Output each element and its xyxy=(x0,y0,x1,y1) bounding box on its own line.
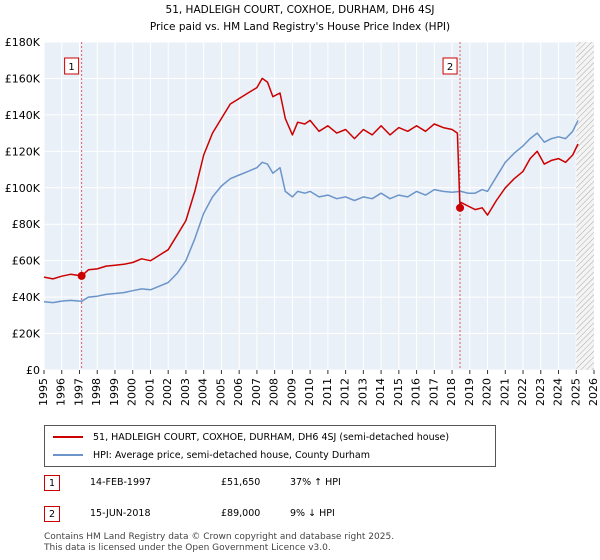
x-tick-label: 1999 xyxy=(108,378,121,406)
x-tick-label: 2002 xyxy=(161,378,174,406)
x-tick-label: 2017 xyxy=(427,378,440,406)
y-tick-label: £60K xyxy=(12,255,41,268)
transaction-hpi: 9% ↓ HPI xyxy=(290,508,335,519)
chart-title: 51, HADLEIGH COURT, COXHOE, DURHAM, DH6 … xyxy=(166,4,435,16)
x-tick-label: 2025 xyxy=(569,378,582,406)
legend-swatch-property xyxy=(53,436,83,438)
x-tick-label: 1996 xyxy=(55,378,68,406)
legend-item-hpi: HPI: Average price, semi-detached house,… xyxy=(53,446,370,464)
x-tick-label: 2001 xyxy=(143,378,156,406)
y-tick-label: £40K xyxy=(12,291,41,304)
footer: Contains HM Land Registry data © Crown c… xyxy=(44,532,394,554)
series-line xyxy=(43,120,579,304)
series-line xyxy=(43,77,579,280)
price-chart: 51, HADLEIGH COURT, COXHOE, DURHAM, DH6 … xyxy=(5,4,600,406)
x-tick-label: 2026 xyxy=(587,378,600,406)
chart-subtitle: Price paid vs. HM Land Registry's House … xyxy=(150,21,450,33)
y-tick-label: £100K xyxy=(5,182,41,195)
x-tick-label: 2013 xyxy=(356,378,369,406)
annotation-box xyxy=(442,57,458,75)
x-axis: 1995 1996 1997 1998 1999 2000 2001 2002 2003 2004… xyxy=(37,370,600,406)
y-tick-label: £0 xyxy=(26,364,40,377)
x-tick-label: 2003 xyxy=(179,378,192,406)
x-tick-label: 1998 xyxy=(90,378,103,406)
transaction-hpi: 37% ↑ HPI xyxy=(290,477,341,488)
x-tick-label: 2024 xyxy=(552,378,565,406)
transaction-badge: 1 xyxy=(44,475,60,491)
annotation-label: 1 xyxy=(68,62,74,73)
transaction-price: £89,000 xyxy=(221,508,261,519)
x-tick-label: 2019 xyxy=(463,378,476,406)
x-tick-label: 2000 xyxy=(126,378,139,406)
y-tick-label: £120K xyxy=(5,145,41,158)
footer-line-1: Contains HM Land Registry data © Crown c… xyxy=(44,532,395,542)
legend-item-property: 51, HADLEIGH COURT, COXHOE, DURHAM, DH6 … xyxy=(53,428,449,446)
x-tick-label: 2015 xyxy=(392,378,405,406)
x-tick-label: 2006 xyxy=(232,378,245,406)
forecast-region xyxy=(576,42,594,370)
transaction-badge: 2 xyxy=(44,506,60,522)
x-tick-label: 2023 xyxy=(534,378,547,406)
sale-point xyxy=(77,271,86,280)
y-tick-label: £80K xyxy=(12,218,41,231)
x-tick-label: 2018 xyxy=(445,378,458,406)
footer-line-2: This data is licensed under the Open Gov… xyxy=(44,543,331,553)
legend: 51, HADLEIGH COURT, COXHOE, DURHAM, DH6 … xyxy=(44,425,496,467)
y-axis: £0 £20K £40K £60K £80K £100K £120K £140K £160K £1… xyxy=(5,36,41,377)
x-tick-label: 2004 xyxy=(197,378,210,406)
transaction-price: £51,650 xyxy=(221,477,261,488)
x-tick-label: 2010 xyxy=(303,378,316,406)
sale-points xyxy=(77,203,465,280)
annotation-label: 2 xyxy=(447,62,453,73)
legend-label-property: 51, HADLEIGH COURT, COXHOE, DURHAM, DH6 … xyxy=(93,431,450,443)
plot-area xyxy=(44,42,594,370)
x-tick-label: 2009 xyxy=(285,378,298,406)
x-tick-label: 2008 xyxy=(268,378,281,406)
transaction-date: 15-JUN-2018 xyxy=(90,508,151,519)
series-lines xyxy=(43,77,579,304)
x-tick-label: 1997 xyxy=(72,378,85,406)
annotation-box xyxy=(64,57,80,75)
x-tick-label: 2020 xyxy=(481,378,494,406)
grid xyxy=(43,41,595,371)
x-tick-label: 2016 xyxy=(410,378,423,406)
y-tick-label: £180K xyxy=(5,36,41,49)
x-tick-label: 1995 xyxy=(37,378,50,406)
transaction-row: 2 15-JUN-2018 £89,000 9% ↓ HPI xyxy=(0,506,600,526)
x-tick-label: 2022 xyxy=(516,378,529,406)
x-tick-label: 2011 xyxy=(321,378,334,406)
legend-label-hpi: HPI: Average price, semi-detached house,… xyxy=(93,449,370,461)
sale-point xyxy=(456,203,465,212)
transaction-row: 1 14-FEB-1997 £51,650 37% ↑ HPI xyxy=(0,475,600,495)
x-tick-label: 2014 xyxy=(374,378,387,406)
transaction-date: 14-FEB-1997 xyxy=(90,477,152,488)
y-tick-label: £140K xyxy=(5,109,41,122)
x-tick-label: 2012 xyxy=(339,378,352,406)
x-tick-label: 2007 xyxy=(250,378,263,406)
x-tick-label: 2005 xyxy=(214,378,227,406)
y-tick-label: £20K xyxy=(12,328,41,341)
y-tick-label: £160K xyxy=(5,72,41,85)
legend-swatch-hpi xyxy=(53,454,83,456)
x-tick-label: 2021 xyxy=(498,378,511,406)
